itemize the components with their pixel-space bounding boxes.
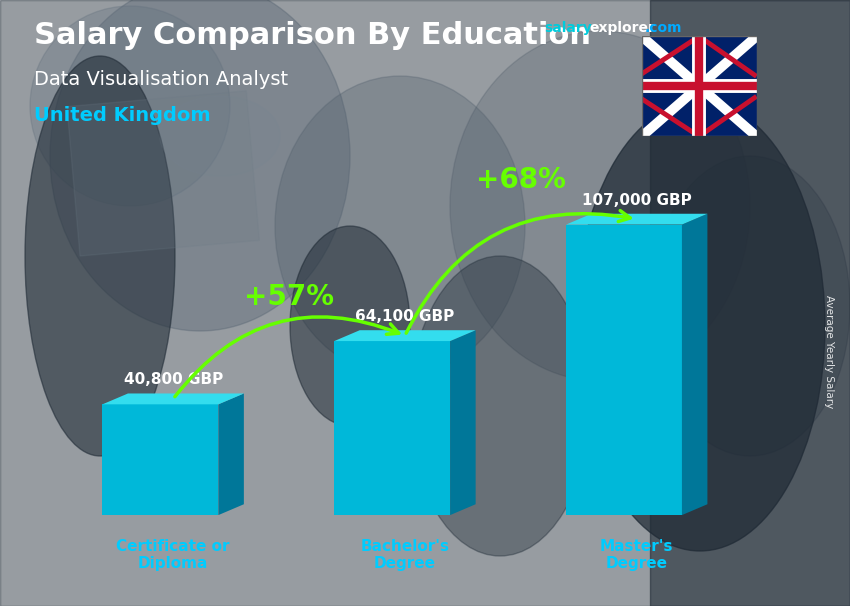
Text: United Kingdom: United Kingdom	[34, 106, 211, 125]
Bar	[566, 225, 682, 515]
Ellipse shape	[410, 256, 590, 556]
Text: 107,000 GBP: 107,000 GBP	[582, 193, 692, 208]
Text: Average Yearly Salary: Average Yearly Salary	[824, 295, 834, 408]
Text: +57%: +57%	[244, 283, 334, 311]
Ellipse shape	[25, 56, 175, 456]
Text: Data Visualisation Analyst: Data Visualisation Analyst	[34, 70, 288, 88]
Text: Salary Comparison By Education: Salary Comparison By Education	[34, 21, 591, 50]
Polygon shape	[682, 214, 707, 515]
Ellipse shape	[450, 31, 750, 381]
Ellipse shape	[650, 156, 850, 456]
Polygon shape	[103, 393, 244, 404]
Ellipse shape	[50, 0, 350, 331]
Polygon shape	[450, 330, 476, 515]
Polygon shape	[218, 393, 244, 515]
Text: Certificate or
Diploma: Certificate or Diploma	[116, 539, 230, 571]
Text: Master's
Degree: Master's Degree	[600, 539, 673, 571]
Text: +68%: +68%	[476, 167, 566, 195]
Text: Bachelor's
Degree: Bachelor's Degree	[360, 539, 450, 571]
Text: .com: .com	[644, 21, 682, 35]
Text: explorer: explorer	[589, 21, 654, 35]
Ellipse shape	[290, 226, 410, 426]
Ellipse shape	[575, 101, 825, 551]
Bar	[650, 0, 850, 606]
Polygon shape	[566, 214, 707, 225]
Ellipse shape	[275, 76, 525, 376]
Polygon shape	[334, 330, 476, 341]
Text: 64,100 GBP: 64,100 GBP	[355, 309, 455, 324]
Text: 40,800 GBP: 40,800 GBP	[123, 372, 223, 387]
Bar	[334, 341, 450, 515]
Bar	[67, 91, 259, 256]
Ellipse shape	[160, 96, 280, 176]
Ellipse shape	[30, 6, 230, 206]
Text: salary: salary	[544, 21, 592, 35]
Bar	[103, 404, 218, 515]
